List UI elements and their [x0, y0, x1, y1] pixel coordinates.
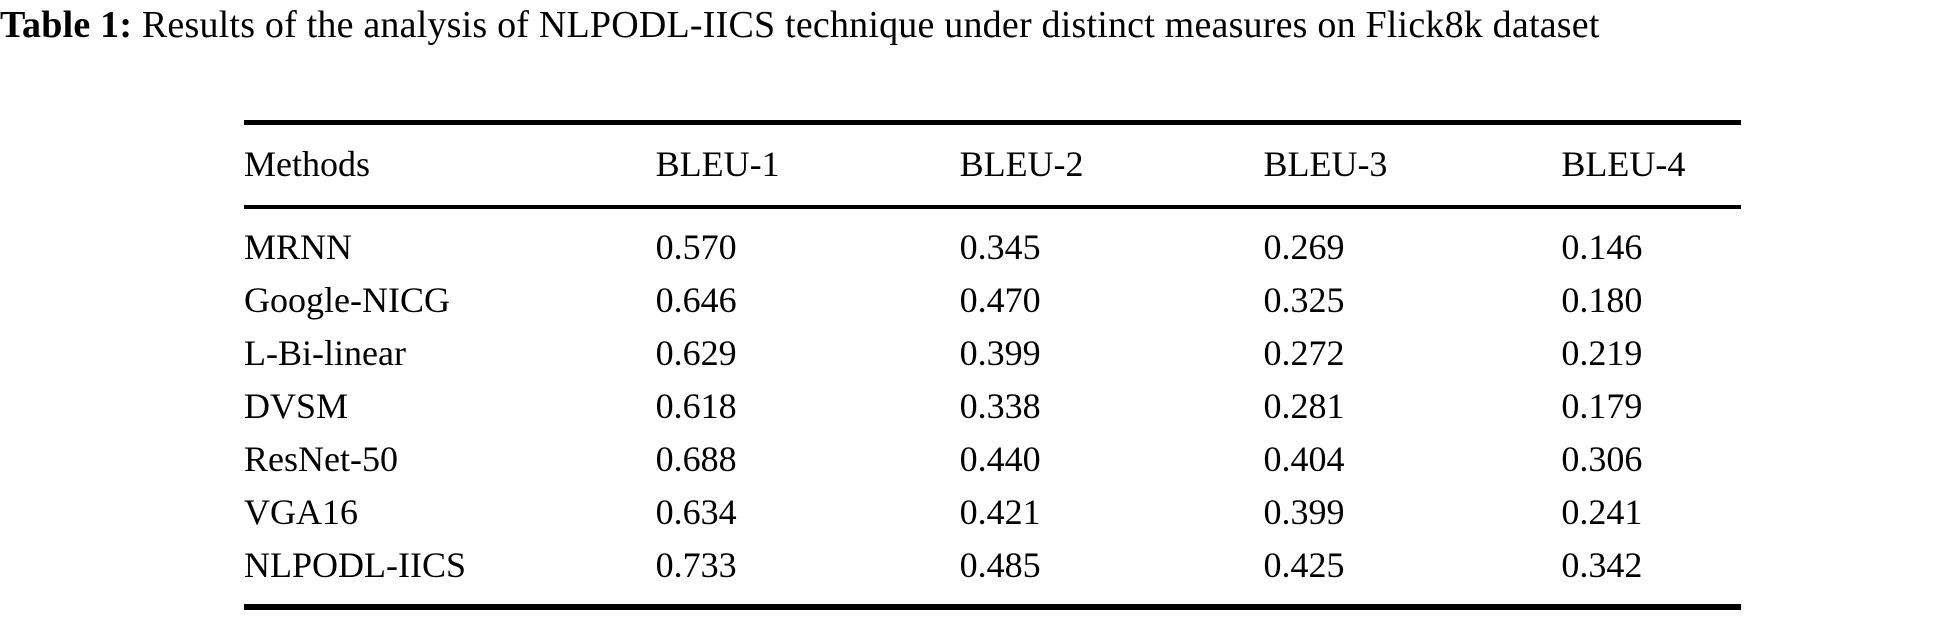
- value-cell: 0.281: [1263, 386, 1345, 426]
- value-cell: 0.269: [1263, 227, 1345, 267]
- method-cell: DVSM: [244, 386, 349, 426]
- value-cell: 0.733: [655, 545, 737, 585]
- method-cell: NLPODL-IICS: [244, 545, 466, 585]
- table-row: DVSM 0.618 0.338 0.281 0.179: [244, 380, 1741, 433]
- value-cell: 0.146: [1561, 227, 1643, 267]
- value-cell: 0.219: [1561, 333, 1643, 373]
- results-table: Methods BLEU-1 BLEU-2 BLEU-3 BLEU-4 MRNN…: [244, 120, 1741, 610]
- header-bleu-3: BLEU-3: [1263, 122, 1562, 209]
- value-cell: 0.241: [1561, 492, 1643, 532]
- value-cell: 0.306: [1561, 439, 1643, 479]
- header-methods: Methods: [244, 122, 656, 209]
- table-caption: Table 1: Results of the analysis of NLPO…: [0, 0, 1954, 50]
- value-cell: 0.618: [655, 386, 737, 426]
- value-cell: 0.345: [959, 227, 1041, 267]
- header-bleu-4: BLEU-4: [1561, 122, 1741, 209]
- method-cell: Google-NICG: [244, 280, 450, 320]
- value-cell: 0.180: [1561, 280, 1643, 320]
- header-bleu-1: BLEU-1: [655, 122, 960, 209]
- value-cell: 0.404: [1263, 439, 1345, 479]
- header-bleu-2: BLEU-2: [959, 122, 1264, 209]
- table-row: MRNN 0.570 0.345 0.269 0.146: [244, 207, 1741, 274]
- value-cell: 0.629: [655, 333, 737, 373]
- value-cell: 0.470: [959, 280, 1041, 320]
- value-cell: 0.342: [1561, 545, 1643, 585]
- value-cell: 0.179: [1561, 386, 1643, 426]
- table-caption-text: Results of the analysis of NLPODL-IICS t…: [141, 4, 1600, 46]
- value-cell: 0.688: [655, 439, 737, 479]
- value-cell: 0.440: [959, 439, 1041, 479]
- method-cell: ResNet-50: [244, 439, 398, 479]
- value-cell: 0.399: [1263, 492, 1345, 532]
- table-row: ResNet-50 0.688 0.440 0.404 0.306: [244, 433, 1741, 486]
- value-cell: 0.338: [959, 386, 1041, 426]
- table-caption-label: Table 1:: [0, 4, 133, 46]
- table-row: Google-NICG 0.646 0.470 0.325 0.180: [244, 274, 1741, 327]
- results-table-container: Methods BLEU-1 BLEU-2 BLEU-3 BLEU-4 MRNN…: [244, 120, 1741, 610]
- method-cell: VGA16: [244, 492, 358, 532]
- value-cell: 0.485: [959, 545, 1041, 585]
- method-cell: MRNN: [244, 227, 353, 267]
- value-cell: 0.272: [1263, 333, 1345, 373]
- value-cell: 0.421: [959, 492, 1041, 532]
- header-row: Methods BLEU-1 BLEU-2 BLEU-3 BLEU-4: [244, 122, 1741, 209]
- value-cell: 0.570: [655, 227, 737, 267]
- value-cell: 0.325: [1263, 280, 1345, 320]
- value-cell: 0.646: [655, 280, 737, 320]
- value-cell: 0.634: [655, 492, 737, 532]
- value-cell: 0.425: [1263, 545, 1345, 585]
- table-row: L-Bi-linear 0.629 0.399 0.272 0.219: [244, 327, 1741, 380]
- table-row: VGA16 0.634 0.421 0.399 0.241: [244, 486, 1741, 539]
- table-row: NLPODL-IICS 0.733 0.485 0.425 0.342: [244, 539, 1741, 607]
- value-cell: 0.399: [959, 333, 1041, 373]
- method-cell: L-Bi-linear: [244, 333, 406, 373]
